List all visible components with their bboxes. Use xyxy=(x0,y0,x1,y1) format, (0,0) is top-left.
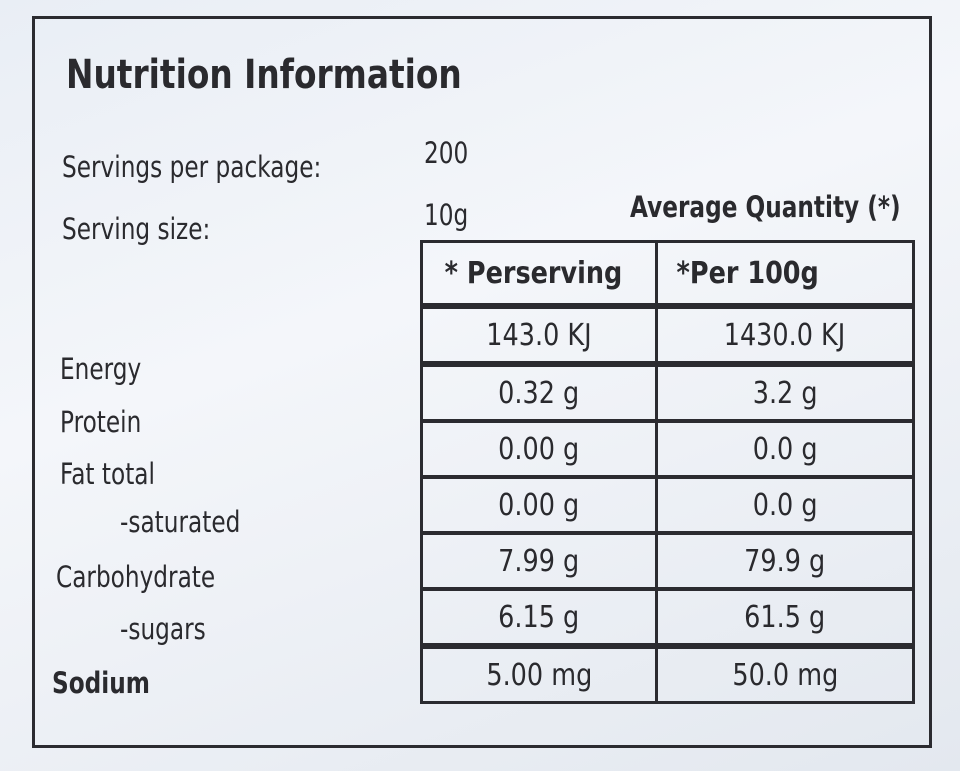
value-cell-text: 79.9 g xyxy=(744,543,826,579)
value-cell: 0.0 g xyxy=(655,476,915,534)
value-cell: 3.2 g xyxy=(655,364,915,422)
value-cell: 6.15 g xyxy=(420,588,658,646)
table-caption: Average Quantity (*) xyxy=(630,190,901,224)
value-cell-text: 6.15 g xyxy=(498,599,580,635)
value-cell-text: 0.0 g xyxy=(752,431,818,467)
column-header-text: * Perserving xyxy=(444,255,623,291)
value-cell: 0.00 g xyxy=(420,420,658,478)
value-cell: 50.0 mg xyxy=(655,646,915,704)
column-header: *Per 100g xyxy=(655,240,915,306)
serving-size-value: 10g xyxy=(424,198,469,232)
row-label: Carbohydrate xyxy=(56,560,216,594)
value-cell-text: 7.99 g xyxy=(498,543,580,579)
servings-value: 200 xyxy=(424,136,469,170)
row-label: Fat total xyxy=(60,457,155,491)
value-cell: 7.99 g xyxy=(420,532,658,590)
row-label: Protein xyxy=(60,405,142,439)
title: Nutrition Information xyxy=(66,52,462,98)
serving-size-label: Serving size: xyxy=(62,212,211,246)
value-cell-text: 0.00 g xyxy=(498,431,580,467)
value-cell: 5.00 mg xyxy=(420,646,658,704)
value-cell: 79.9 g xyxy=(655,532,915,590)
value-cell-text: 3.2 g xyxy=(752,375,818,411)
value-cell: 143.0 KJ xyxy=(420,306,658,364)
row-label: Sodium xyxy=(52,666,150,700)
row-label: Energy xyxy=(60,352,142,386)
column-header: * Perserving xyxy=(420,240,658,306)
row-label: -sugars xyxy=(120,612,206,646)
value-cell-text: 0.32 g xyxy=(498,375,580,411)
value-cell-text: 0.00 g xyxy=(498,487,580,523)
value-cell: 0.32 g xyxy=(420,364,658,422)
value-cell: 0.0 g xyxy=(655,420,915,478)
value-cell-text: 50.0 mg xyxy=(732,657,838,693)
value-cell-text: 1430.0 KJ xyxy=(724,317,846,353)
label-frame xyxy=(32,16,932,748)
value-cell-text: 5.00 mg xyxy=(486,657,592,693)
servings-label: Servings per package: xyxy=(62,150,322,184)
value-cell: 61.5 g xyxy=(655,588,915,646)
value-cell-text: 61.5 g xyxy=(744,599,826,635)
column-header-text: *Per 100g xyxy=(676,255,819,291)
value-cell-text: 0.0 g xyxy=(752,487,818,523)
value-cell-text: 143.0 KJ xyxy=(486,317,592,353)
value-cell: 1430.0 KJ xyxy=(655,306,915,364)
row-label: -saturated xyxy=(120,505,241,539)
value-cell: 0.00 g xyxy=(420,476,658,534)
